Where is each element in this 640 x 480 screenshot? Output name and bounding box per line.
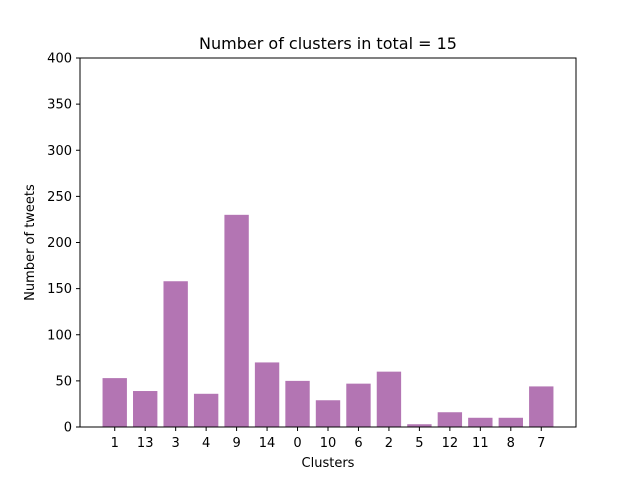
y-tick-label: 50 <box>55 374 72 389</box>
x-tick-label: 8 <box>507 436 515 451</box>
bar-cluster-1 <box>102 378 127 427</box>
bar-cluster-10 <box>315 400 341 427</box>
bar-cluster-14 <box>254 362 280 427</box>
x-axis-ticks: 1 13 3 4 9 14 0 10 6 2 5 12 11 8 7 <box>111 427 545 451</box>
y-tick-label: 250 <box>47 190 72 205</box>
x-tick-label: 13 <box>137 436 154 451</box>
bar-cluster-9 <box>224 214 249 427</box>
plot-frame <box>79 57 577 428</box>
y-tick-label: 200 <box>47 236 72 251</box>
x-tick-label: 12 <box>442 436 459 451</box>
y-axis-label: Number of tweets <box>23 184 38 301</box>
bar-cluster-11 <box>468 417 493 427</box>
y-tick-label: 100 <box>47 328 72 343</box>
bar-cluster-7 <box>529 386 554 427</box>
x-tick-label: 9 <box>232 436 240 451</box>
bar-cluster-5 <box>407 424 432 427</box>
bar-cluster-6 <box>346 383 371 427</box>
x-tick-label: 0 <box>293 436 301 451</box>
bar-cluster-0 <box>285 380 310 427</box>
bar-cluster-2 <box>376 371 402 427</box>
y-axis-ticks: 0 50 100 150 200 250 300 350 400 <box>47 52 80 436</box>
x-tick-label: 1 <box>111 436 119 451</box>
bars-group <box>102 214 554 427</box>
y-tick-label: 300 <box>47 144 72 159</box>
x-tick-label: 14 <box>259 436 276 451</box>
x-axis-label: Clusters <box>302 456 355 471</box>
x-tick-label: 2 <box>385 436 393 451</box>
x-tick-label: 3 <box>172 436 180 451</box>
x-tick-label: 4 <box>202 436 210 451</box>
bar-cluster-8 <box>498 417 523 427</box>
chart-title: Number of clusters in total = 15 <box>199 34 457 53</box>
x-tick-label: 7 <box>537 436 545 451</box>
bar-cluster-12 <box>437 412 463 427</box>
y-tick-label: 350 <box>47 98 72 113</box>
x-tick-label: 11 <box>472 436 489 451</box>
bar-cluster-13 <box>133 391 158 427</box>
x-tick-label: 10 <box>320 436 337 451</box>
bar-cluster-3 <box>163 281 188 427</box>
x-tick-label: 6 <box>354 436 362 451</box>
y-tick-label: 150 <box>47 282 72 297</box>
y-tick-label: 400 <box>47 52 72 67</box>
x-tick-label: 5 <box>415 436 423 451</box>
y-tick-label: 0 <box>64 421 72 436</box>
bar-cluster-4 <box>193 393 219 427</box>
